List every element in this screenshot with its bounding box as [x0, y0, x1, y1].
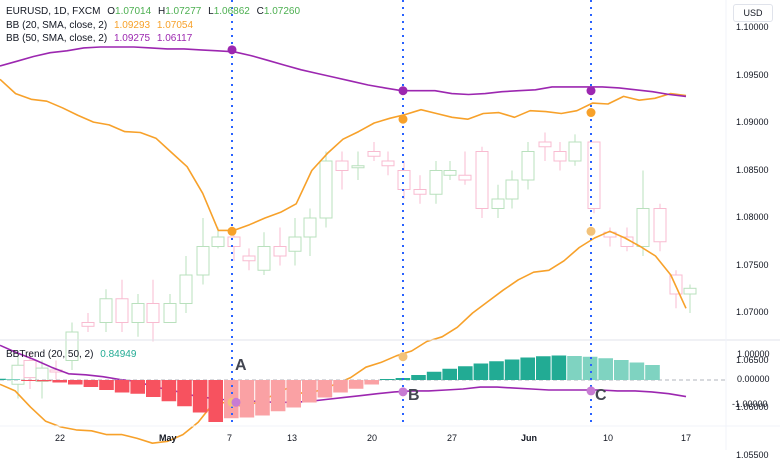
time-tick: 17 — [681, 433, 692, 443]
indicator-tick: -1.00000 — [732, 399, 768, 409]
price-tick: 1.07000 — [736, 307, 769, 317]
bbtrend-histogram — [0, 355, 660, 422]
intersection-dots — [227, 45, 596, 407]
indicator-tick: 1.00000 — [737, 349, 770, 359]
chart-canvas[interactable] — [0, 0, 780, 450]
bb50-upper-value: 1.09275 — [113, 33, 151, 44]
bb20-upper-value: 1.09293 — [113, 20, 151, 31]
time-tick: 27 — [447, 433, 458, 443]
price-tick: 1.10000 — [736, 22, 769, 32]
price-tick: 1.05500 — [736, 449, 769, 460]
ohlc-close: C1.07260 — [256, 6, 301, 17]
bb20-label: BB (20, SMA, close, 2) — [6, 20, 108, 31]
symbol-title: EURUSD, 1D, FXCM — [6, 6, 101, 17]
vertical-markers — [231, 0, 592, 426]
bb20-legend[interactable]: BB (20, SMA, close, 2) 1.09293 1.07054 — [6, 19, 197, 32]
marker-c: C — [595, 387, 607, 404]
price-tick: 1.07500 — [736, 259, 769, 270]
bbtrend-value: 0.84949 — [100, 349, 137, 360]
price-tick: 1.06000 — [736, 402, 769, 412]
currency-button[interactable]: USD — [733, 4, 773, 22]
time-tick: Jun — [521, 433, 538, 443]
bb50-label: BB (50, SMA, close, 2) — [6, 33, 108, 44]
ohlc-high: H1.07277 — [157, 6, 202, 17]
price-tick: 1.08000 — [736, 212, 769, 222]
time-tick: 7 — [227, 433, 233, 443]
bbtrend-legend[interactable]: BBTrend (20, 50, 2) 0.84949 — [6, 348, 140, 361]
price-tick: 1.06500 — [736, 354, 769, 365]
time-tick: 13 — [287, 433, 298, 443]
time-tick: 10 — [603, 433, 614, 443]
price-tick: 1.09000 — [736, 117, 769, 127]
marker-a: A — [235, 357, 247, 374]
time-tick: 20 — [367, 433, 378, 443]
candlestick-series — [11, 132, 697, 399]
time-tick: 22 — [55, 433, 66, 443]
bb20-lower-value: 1.07054 — [156, 20, 194, 31]
time-tick: May — [159, 433, 177, 443]
indicator-tick: 0.00000 — [737, 374, 770, 384]
bbtrend-label: BBTrend (20, 50, 2) — [6, 349, 94, 360]
ohlc-open: O1.07014 — [107, 6, 152, 17]
price-tick: 1.09500 — [736, 69, 769, 80]
bb50-legend[interactable]: BB (50, SMA, close, 2) 1.09275 1.06117 — [6, 32, 196, 45]
bb50-lower-value: 1.06117 — [156, 33, 193, 44]
symbol-legend[interactable]: EURUSD, 1D, FXCM O1.07014 H1.07277 L1.06… — [6, 5, 304, 18]
marker-b: B — [408, 387, 420, 404]
ohlc-low: L1.06862 — [208, 6, 250, 17]
price-tick: 1.08500 — [736, 164, 769, 175]
